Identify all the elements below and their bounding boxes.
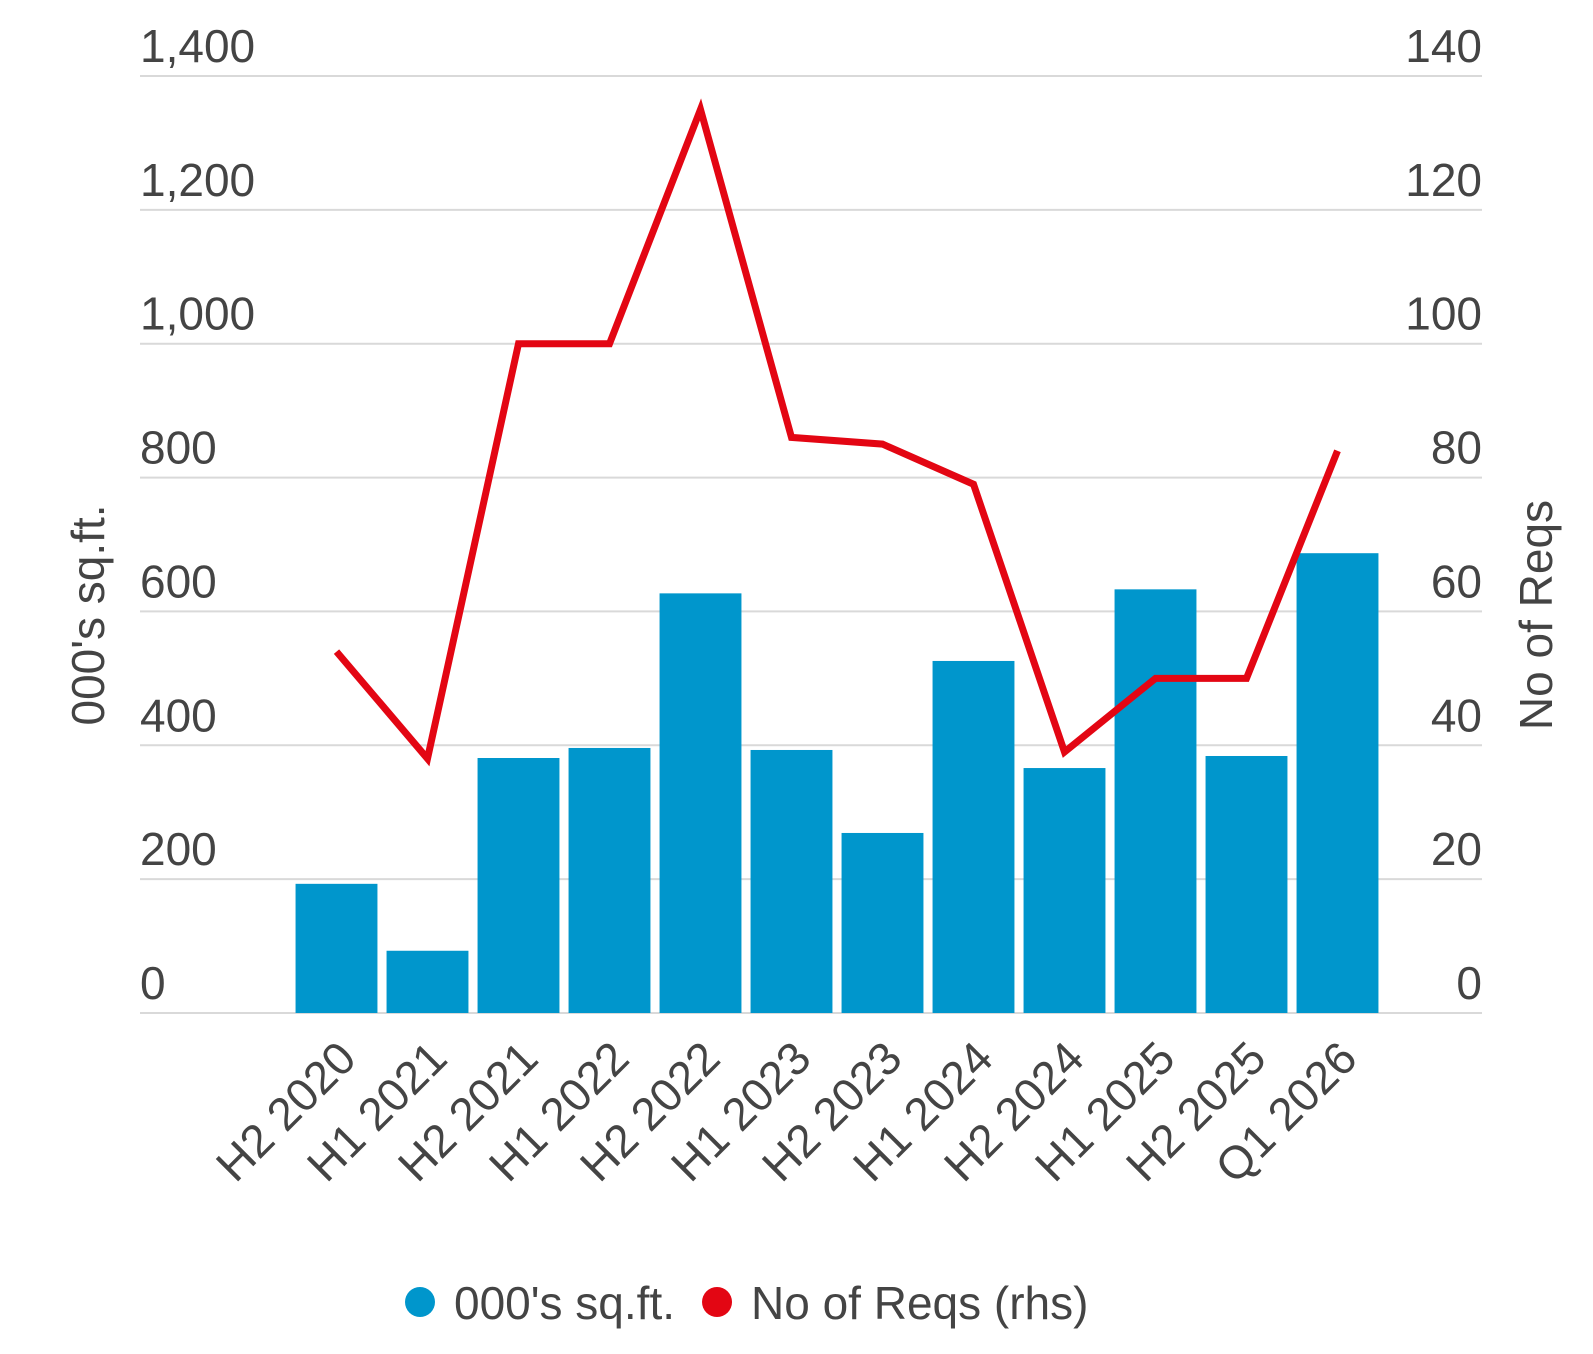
y-tick-label: 800: [140, 422, 217, 474]
bar: [841, 832, 924, 1013]
bar: [1296, 553, 1379, 1013]
bar: [568, 747, 651, 1013]
y2-tick-label: 0: [1456, 957, 1482, 1009]
y2-tick-label: 20: [1431, 823, 1482, 875]
y2-axis-title: No of Reqs: [1510, 500, 1562, 730]
legend-marker: [405, 1287, 435, 1317]
legend-marker: [702, 1287, 733, 1317]
bar: [386, 950, 469, 1013]
y-tick-label: 600: [140, 555, 217, 607]
bar: [932, 660, 1015, 1013]
y-tick-label: 1,400: [140, 20, 255, 72]
y2-tick-label: 140: [1405, 20, 1482, 72]
y-tick-label: 1,200: [140, 154, 255, 206]
y-tick-label: 400: [140, 689, 217, 741]
legend-label: No of Reqs (rhs): [751, 1277, 1088, 1329]
y2-tick-label: 60: [1431, 555, 1482, 607]
bar: [1205, 755, 1288, 1013]
legend-label: 000's sq.ft.: [454, 1277, 675, 1329]
bar: [659, 593, 742, 1013]
y-axis-title: 000's sq.ft.: [62, 504, 114, 725]
y2-tick-label: 100: [1405, 288, 1482, 340]
y2-tick-label: 80: [1431, 422, 1482, 474]
bar: [477, 758, 560, 1013]
line: [333, 98, 1341, 767]
y2-tick-label: 120: [1405, 154, 1482, 206]
bar: [750, 749, 833, 1013]
y-tick-label: 200: [140, 823, 217, 875]
y2-tick-label: 40: [1431, 689, 1482, 741]
y-tick-label: 1,000: [140, 288, 255, 340]
bar: [1023, 768, 1106, 1013]
bar: [295, 883, 378, 1013]
bar: [1114, 589, 1197, 1013]
y-tick-label: 0: [140, 957, 166, 1009]
